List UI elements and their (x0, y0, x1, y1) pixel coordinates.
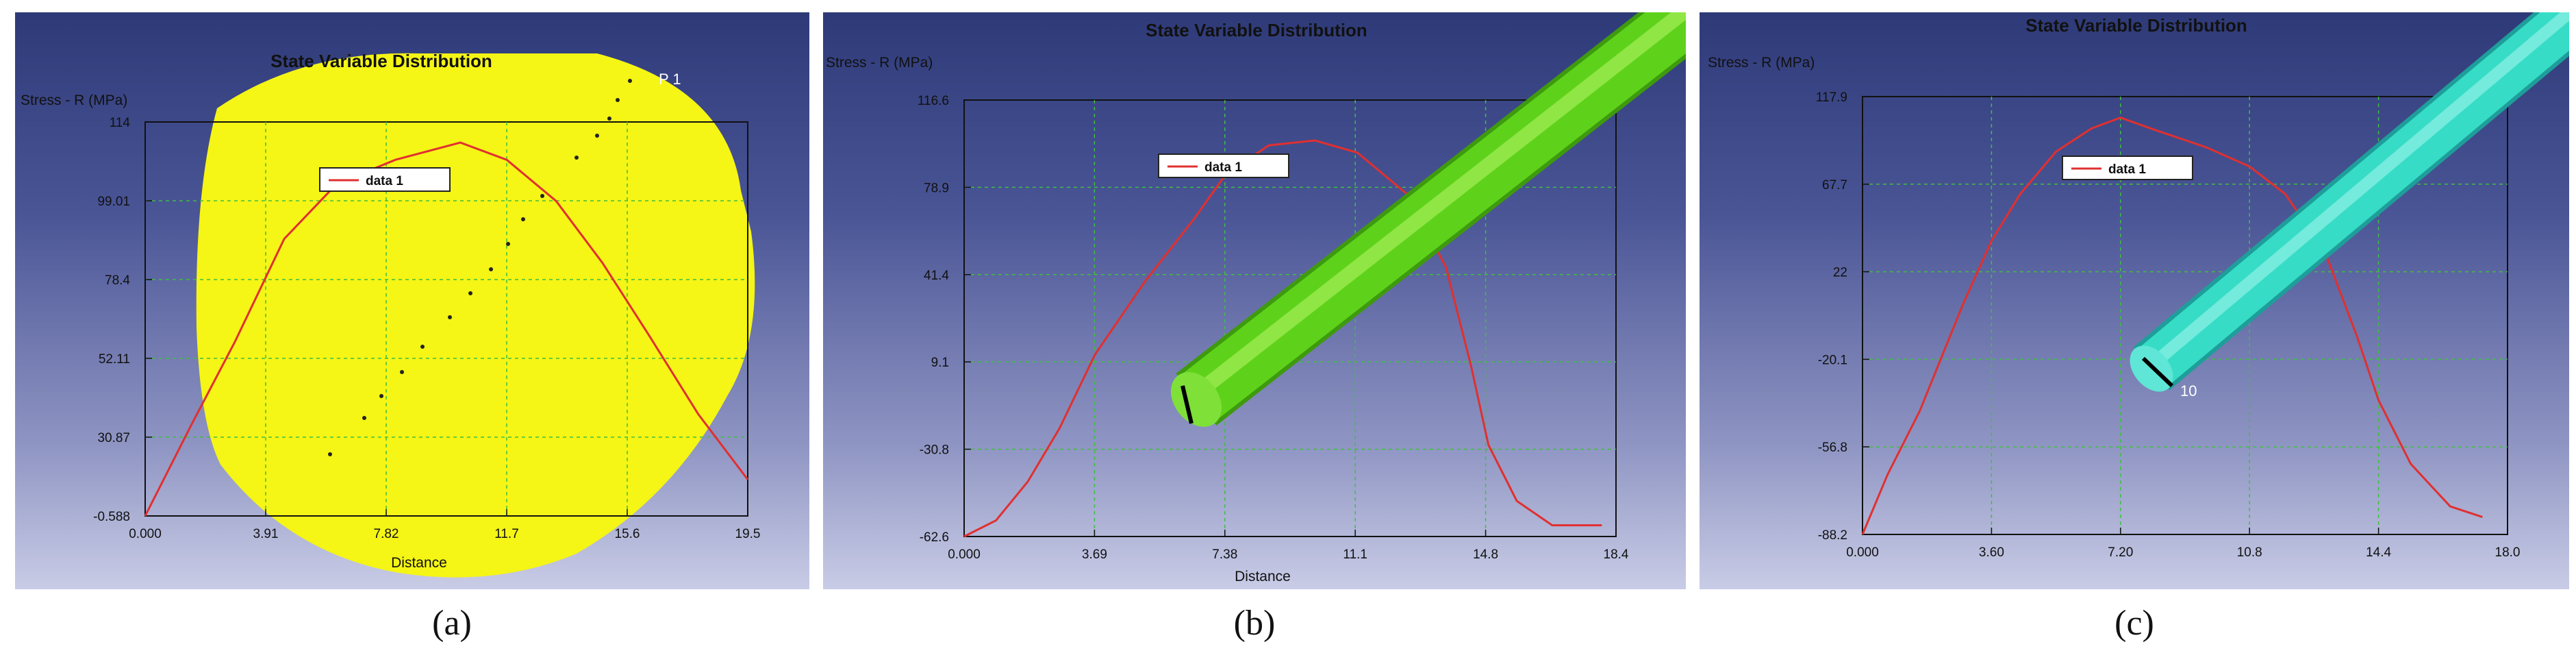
caption-c: (c) (2114, 604, 2154, 643)
chart-a-svg: 0.000 3.91 7.82 11.7 15.6 19.5 114 99.01 78.4 52.… (21, 51, 761, 578)
x-tick-label: 18.4 (1604, 547, 1629, 562)
x-tick-label: 7.82 (374, 527, 399, 541)
point-label: 10 (2180, 382, 2197, 399)
chart-b-svg: 0.000 3.69 7.38 11.1 14.8 18.4 116.6 78.9 41.4 9.… (826, 12, 1686, 584)
x-tick-label: 14.8 (1473, 547, 1498, 562)
x-tick-label: 19.5 (735, 527, 761, 541)
y-tick-label: 41.4 (924, 269, 949, 283)
y-axis-label: Stress - R (MPa) (21, 92, 127, 108)
legend: data 1 (319, 167, 451, 192)
y-tick-label: -0.588 (93, 510, 130, 524)
x-tick-label: 11.7 (494, 527, 519, 541)
y-tick-label: 22 (1833, 266, 1847, 280)
y-tick-label: 78.4 (105, 273, 130, 288)
probe-point (489, 267, 493, 271)
chart-panel-c: 0.000 3.60 7.20 10.8 14.4 18.0 117.9 67.7 22 -20.… (1700, 12, 2569, 589)
yellow-disc (196, 53, 755, 578)
y-tick-label: -56.8 (1818, 441, 1847, 455)
x-tick-label: 0.000 (1846, 545, 1879, 560)
probe-point (521, 217, 525, 221)
chart-c-svg: 0.000 3.60 7.20 10.8 14.4 18.0 117.9 67.7 22 -20.… (1708, 12, 2569, 560)
caption-a: (a) (432, 604, 472, 643)
disc-overlay (196, 53, 755, 578)
probe-point (616, 98, 620, 102)
x-tick-label: 0.000 (129, 527, 162, 541)
plot-frame (963, 99, 1617, 537)
series-line (1861, 116, 2483, 535)
probe-point (574, 156, 579, 160)
legend-label: data 1 (2108, 162, 2146, 177)
x-tick-label: 3.91 (253, 527, 279, 541)
x-tick-label: 0.000 (948, 547, 981, 562)
green-rod-overlay (1170, 12, 1686, 427)
y-tick-label: -20.1 (1818, 353, 1847, 367)
x-tick-label: 15.6 (615, 527, 640, 541)
probe-point (328, 452, 332, 456)
probe-point (628, 79, 632, 83)
cyan-rod-overlay: 10 (2130, 12, 2569, 399)
x-tick-label: 3.60 (1979, 545, 2004, 560)
x-tick-label: 14.4 (2366, 545, 2391, 560)
probe-point (540, 194, 544, 198)
x-tick-label: 10.8 (2237, 545, 2262, 560)
chart-panel-b: 0.000 3.69 7.38 11.1 14.8 18.4 116.6 78.9 41.4 9.… (823, 12, 1686, 589)
rod-end-marker (1180, 385, 1194, 424)
legend-label: data 1 (1204, 160, 1242, 175)
x-axis-label: Distance (1235, 569, 1291, 584)
y-tick-label: 78.9 (924, 181, 949, 195)
chart-panel-a: 0.000 3.91 7.82 11.7 15.6 19.5 114 99.01 78.4 52.… (15, 12, 809, 589)
x-tick-label: 3.69 (1082, 547, 1107, 562)
y-tick-label: 99.01 (97, 195, 130, 209)
legend-label: data 1 (366, 174, 403, 188)
probe-point (595, 134, 599, 138)
point-label: P 1 (659, 71, 681, 88)
probe-point (379, 394, 383, 398)
chart-title: State Variable Distribution (270, 51, 492, 71)
series-line (144, 141, 749, 517)
y-tick-label: 117.9 (1816, 90, 1847, 105)
y-tick-label: 52.11 (99, 352, 130, 367)
x-tick-label: 7.20 (2108, 545, 2133, 560)
legend: data 1 (2062, 156, 2193, 180)
rod-highlight (1202, 12, 1686, 392)
y-tick-label: -30.8 (920, 443, 949, 458)
y-tick-label: 114 (110, 116, 131, 130)
chart-title: State Variable Distribution (1146, 20, 1367, 40)
chart-title: State Variable Distribution (2025, 15, 2247, 36)
probe-point (468, 291, 472, 295)
legend: data 1 (1158, 153, 1289, 178)
y-tick-label: -88.2 (1818, 528, 1847, 543)
x-tick-label: 18.0 (2495, 545, 2521, 560)
y-tick-label: 9.1 (931, 356, 949, 370)
caption-b: (b) (1233, 604, 1276, 643)
y-axis-label: Stress - R (MPa) (1708, 55, 1815, 71)
y-axis-label: Stress - R (MPa) (826, 55, 933, 71)
probe-point (607, 116, 611, 121)
probe-point (400, 370, 404, 374)
probe-point (362, 416, 366, 420)
series-line (963, 139, 1602, 538)
y-tick-label: -62.6 (920, 530, 949, 545)
plot-frame (144, 121, 748, 517)
probe-point (448, 315, 452, 319)
x-axis-label: Distance (391, 555, 447, 571)
x-tick-label: 11.1 (1343, 547, 1367, 562)
plot-frame (1862, 96, 2508, 535)
rod-highlight (2156, 12, 2569, 363)
y-tick-label: 30.87 (97, 431, 130, 445)
x-tick-label: 7.38 (1212, 547, 1237, 562)
probe-point (420, 345, 425, 349)
probe-points: P 1 (328, 71, 681, 456)
y-tick-label: 67.7 (1822, 178, 1847, 193)
rod-end-marker (2141, 356, 2174, 388)
y-tick-label: 116.6 (918, 94, 949, 108)
probe-point (506, 242, 510, 246)
